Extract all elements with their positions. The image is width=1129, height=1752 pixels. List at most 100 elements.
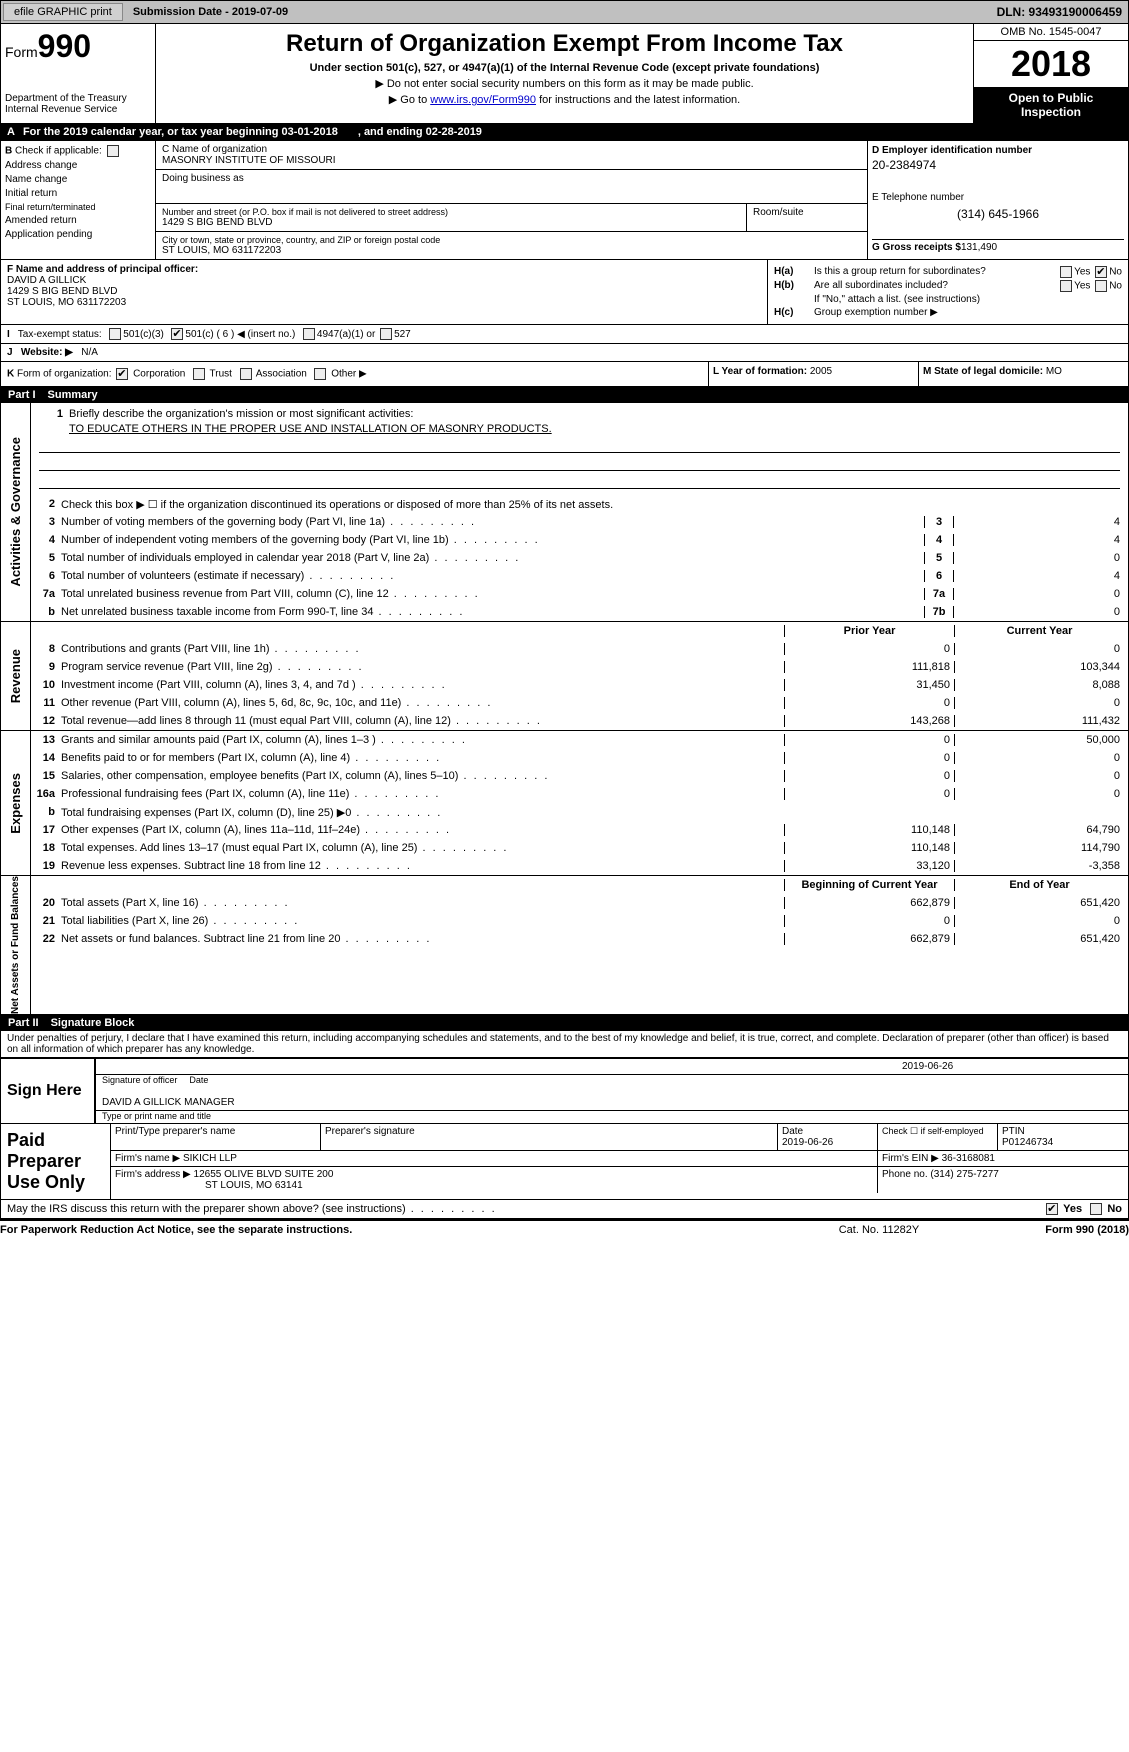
discuss-question: May the IRS discuss this return with the… xyxy=(7,1203,1044,1215)
form-prefix: Form xyxy=(5,44,38,60)
perjury-text: Under penalties of perjury, I declare th… xyxy=(1,1031,1128,1057)
checkbox[interactable] xyxy=(109,328,121,340)
opt-initial-return: Initial return xyxy=(5,188,151,199)
hb-label: H(b) xyxy=(774,280,814,292)
hb-yesno: Yes No xyxy=(1058,280,1122,292)
checkbox[interactable] xyxy=(314,368,326,380)
checkbox[interactable] xyxy=(1095,280,1107,292)
officer-sig-name: DAVID A GILLICK MANAGER xyxy=(102,1097,235,1108)
sign-here-label: Sign Here xyxy=(1,1059,96,1123)
current-year-hdr: Current Year xyxy=(954,625,1124,637)
year-formation: 2005 xyxy=(810,366,832,377)
prep-h4: Check ☐ if self-employed xyxy=(882,1126,984,1136)
opt-other: Other ▶ xyxy=(331,369,366,380)
ein-label: D Employer identification number xyxy=(872,145,1124,156)
telephone: (314) 645-1966 xyxy=(872,207,1124,221)
governance-label: Activities & Governance xyxy=(8,437,23,587)
prep-h2: Preparer's signature xyxy=(325,1126,415,1137)
dba-label: Doing business as xyxy=(162,173,861,184)
street-label: Number and street (or P.O. box if mail i… xyxy=(162,207,740,217)
omb-number: OMB No. 1545-0047 xyxy=(974,24,1128,41)
label-j: J xyxy=(7,347,13,358)
firm-name-label: Firm's name ▶ xyxy=(115,1153,180,1164)
checkbox-checked[interactable] xyxy=(1095,266,1107,278)
form-header: Form990 Department of the Treasury Inter… xyxy=(0,24,1129,124)
opt-trust: Trust xyxy=(210,369,232,380)
summary-table: Activities & Governance 1Briefly describ… xyxy=(0,403,1129,1015)
dept-treasury: Department of the Treasury xyxy=(5,93,151,104)
check-if-applicable: Check if applicable: xyxy=(15,146,102,157)
domicile: MO xyxy=(1046,366,1062,377)
prep-h1: Print/Type preparer's name xyxy=(115,1126,235,1137)
sig-date: 2019-06-26 xyxy=(902,1061,1122,1072)
part-i-num: Part I xyxy=(8,389,36,401)
officer-addr2: ST LOUIS, MO 631172203 xyxy=(7,297,126,308)
checkbox[interactable] xyxy=(1060,266,1072,278)
gross-val: 131,490 xyxy=(961,242,997,253)
checkbox[interactable] xyxy=(1090,1203,1102,1215)
checkbox[interactable] xyxy=(193,368,205,380)
checkbox-checked[interactable] xyxy=(1046,1203,1058,1215)
end-year-hdr: End of Year xyxy=(954,879,1124,891)
submission-date: Submission Date - 2019-07-09 xyxy=(125,4,296,20)
cal-year-begin: For the 2019 calendar year, or tax year … xyxy=(23,126,338,138)
hc-label: H(c) xyxy=(774,307,814,318)
open-to-public: Open to Public Inspection xyxy=(974,87,1128,123)
prep-ptin: P01246734 xyxy=(1002,1137,1053,1148)
527: 527 xyxy=(394,329,411,340)
note2a: ▶ Go to xyxy=(389,94,430,106)
label-a: A xyxy=(7,126,15,138)
c-name-label: C Name of organization xyxy=(162,144,861,155)
year-formation-label: L Year of formation: xyxy=(713,366,807,377)
firm-addr-label: Firm's address ▶ xyxy=(115,1169,191,1180)
opt-address-change: Address change xyxy=(5,160,151,171)
part-i-header: Part I Summary xyxy=(0,387,1129,403)
officer-addr1: 1429 S BIG BEND BLVD xyxy=(7,286,117,297)
section-b-through-g: B Check if applicable: Address change Na… xyxy=(0,141,1129,260)
checkbox[interactable] xyxy=(107,145,119,157)
efile-button[interactable]: efile GRAPHIC print xyxy=(3,3,123,21)
line1-label: Briefly describe the organization's miss… xyxy=(69,408,1116,420)
irs-link[interactable]: www.irs.gov/Form990 xyxy=(430,94,536,106)
opt-corp: Corporation xyxy=(133,369,185,380)
row-j: J Website: ▶ N/A xyxy=(0,344,1129,362)
note-link: ▶ Go to www.irs.gov/Form990 for instruct… xyxy=(162,93,967,106)
firm-name: SIKICH LLP xyxy=(183,1153,237,1164)
checkbox-checked[interactable] xyxy=(116,368,128,380)
gross-label: G Gross receipts $ xyxy=(872,242,961,253)
domicile-label: M State of legal domicile: xyxy=(923,366,1043,377)
expenses-label: Expenses xyxy=(8,773,23,834)
checkbox[interactable] xyxy=(380,328,392,340)
checkbox[interactable] xyxy=(303,328,315,340)
checkbox[interactable] xyxy=(1060,280,1072,292)
prep-label: Paid Preparer Use Only xyxy=(1,1124,111,1199)
pra-notice: For Paperwork Reduction Act Notice, see … xyxy=(0,1224,779,1236)
form-number: Form990 xyxy=(5,28,151,65)
checkbox[interactable] xyxy=(240,368,252,380)
dln: DLN: 93493190006459 xyxy=(991,3,1128,21)
revenue-label: Revenue xyxy=(8,649,23,703)
tax-year: 2018 xyxy=(974,41,1128,87)
city-label: City or town, state or province, country… xyxy=(162,235,861,245)
mission-text: TO EDUCATE OTHERS IN THE PROPER USE AND … xyxy=(39,423,1120,435)
discuss-yesno: Yes No xyxy=(1044,1203,1122,1215)
checkbox-checked[interactable] xyxy=(171,328,183,340)
prep-date: 2019-06-26 xyxy=(782,1137,833,1148)
name-caption: Type or print name and title xyxy=(96,1111,1128,1123)
firm-ein-label: Firm's EIN ▶ xyxy=(882,1153,939,1164)
501c3: 501(c)(3) xyxy=(123,329,164,340)
ein: 20-2384974 xyxy=(872,158,1124,172)
officer-name: DAVID A GILLICK xyxy=(7,275,86,286)
ha-label: H(a) xyxy=(774,266,814,278)
row-k: K Form of organization: Corporation Trus… xyxy=(0,362,1129,387)
501c: 501(c) ( 6 ) ◀ (insert no.) xyxy=(185,329,295,340)
label-k: K xyxy=(7,369,14,380)
phone-label: Phone no. xyxy=(882,1169,928,1180)
form-num: 990 xyxy=(38,28,91,64)
part-ii-header: Part II Signature Block xyxy=(0,1015,1129,1031)
netassets-label: Net Assets or Fund Balances xyxy=(10,876,21,1014)
firm-ein: 36-3168081 xyxy=(942,1153,995,1164)
opt-final-return: Final return/terminated xyxy=(5,202,151,212)
prep-phone: (314) 275-7277 xyxy=(930,1169,998,1180)
city: ST LOUIS, MO 631172203 xyxy=(162,245,281,256)
